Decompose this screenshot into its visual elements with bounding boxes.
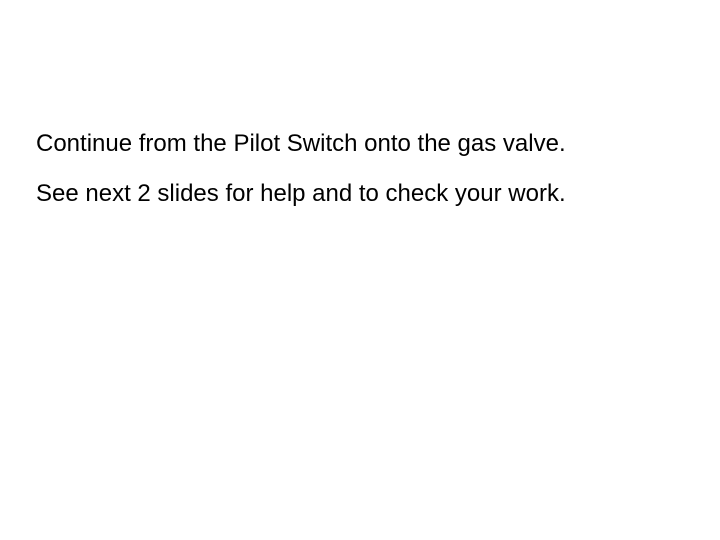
slide-text-line-2: See next 2 slides for help and to check … [36,178,684,209]
slide-text-line-1: Continue from the Pilot Switch onto the … [36,128,684,159]
slide: Continue from the Pilot Switch onto the … [0,0,720,540]
